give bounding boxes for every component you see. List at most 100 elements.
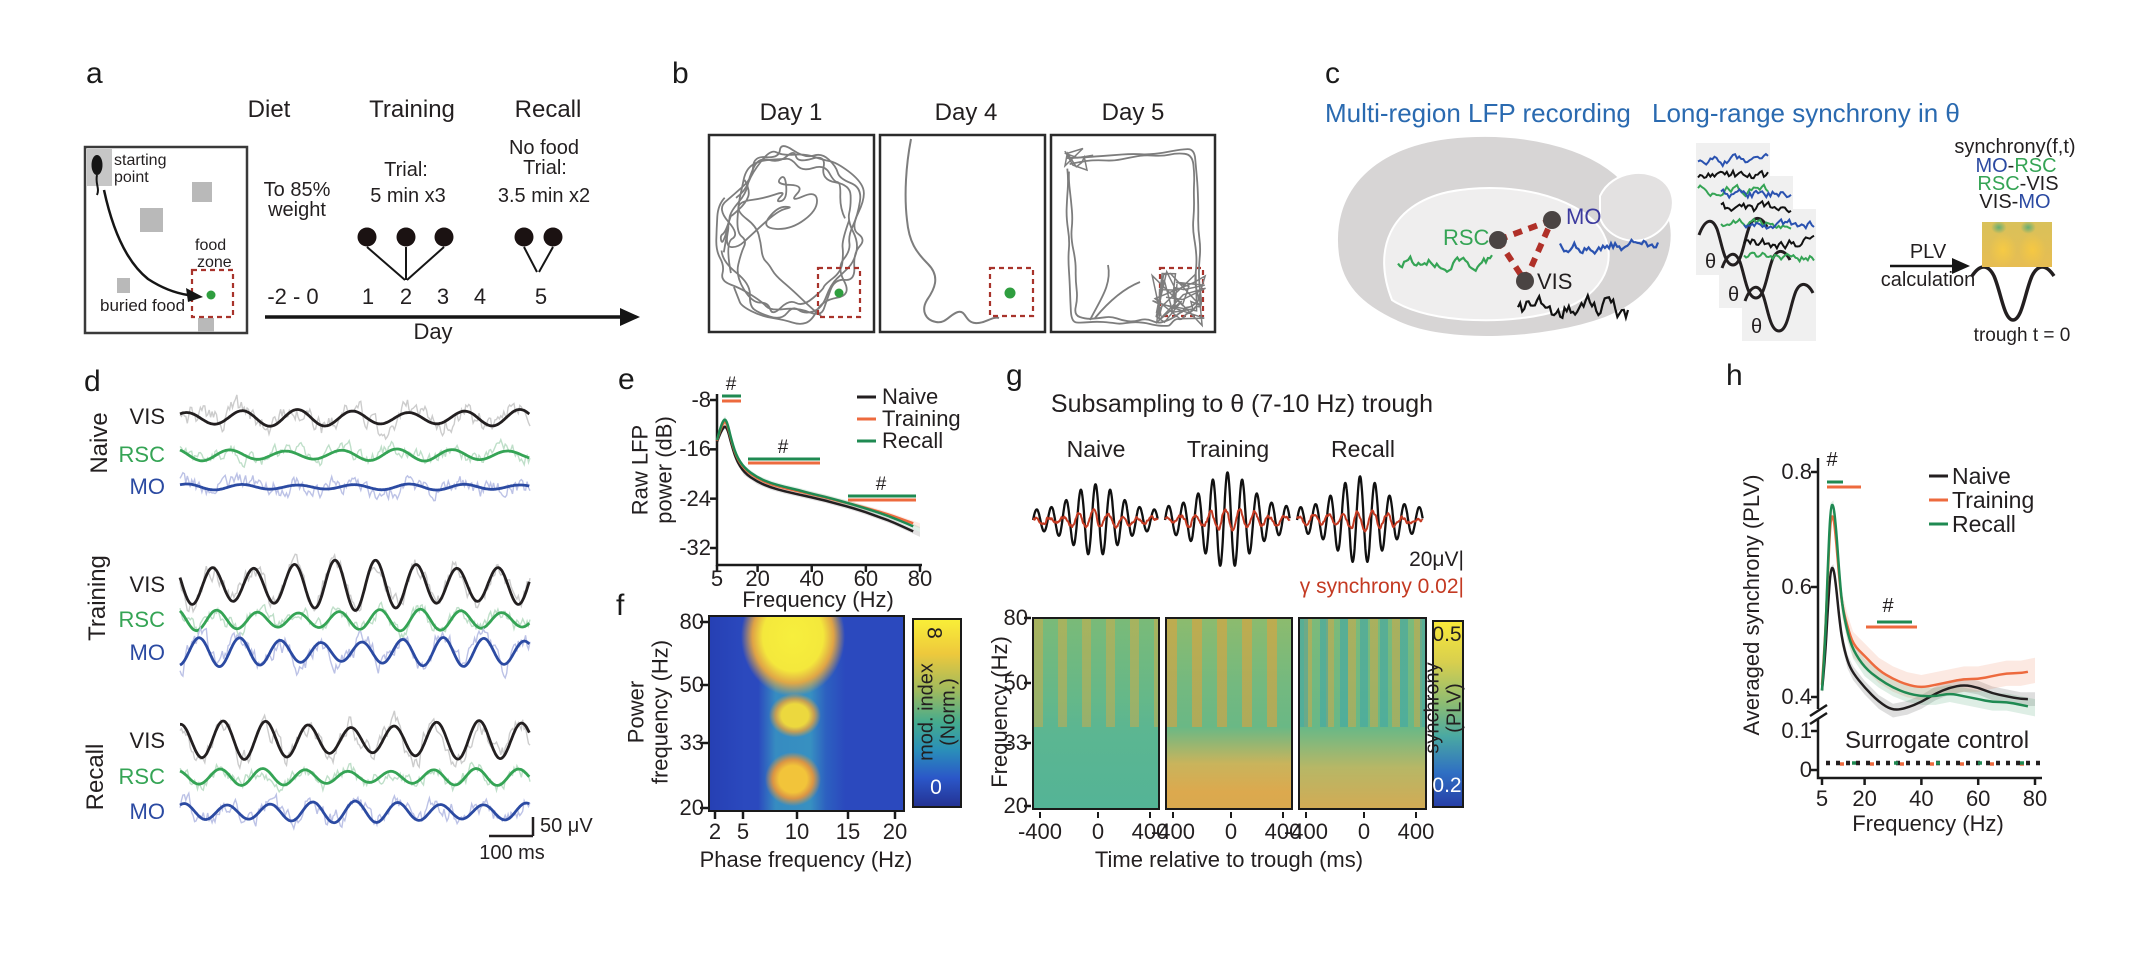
tick-label: 400 — [1264, 819, 1302, 844]
ch-rsc: RSC — [118, 607, 165, 632]
f-cbar-max: 8 — [922, 627, 946, 639]
tick-label: 40 — [799, 566, 824, 591]
g-xlabel: Time relative to trough (ms) — [1094, 847, 1364, 872]
panel-label-d: d — [84, 365, 101, 398]
day1-arena-box — [707, 133, 876, 334]
tick-label: -24 — [679, 485, 711, 511]
day-tick: 4 — [473, 284, 487, 309]
tick-label: 20 — [1852, 786, 1877, 811]
starting-point-label: starting — [114, 152, 167, 169]
e-xlabel: Frequency (Hz) — [742, 587, 894, 612]
day-tick: -2 - 0 — [267, 284, 319, 309]
tick-label: 50 — [1003, 670, 1028, 695]
tick-label: 0.4 — [1781, 684, 1812, 709]
day-tick: 5 — [534, 284, 548, 309]
day5-title: Day 5 — [1101, 99, 1165, 126]
mo-label: MO — [1566, 204, 1602, 229]
recall-note1: Trial: — [523, 157, 567, 179]
tick-label: 80 — [679, 609, 704, 634]
day-tick: 2 — [399, 284, 413, 309]
pair-rsc-vis: RSC-VIS — [1977, 173, 2059, 195]
pair-mo-rsc: MO-RSC — [1975, 155, 2057, 177]
electrode-link — [1522, 218, 1555, 283]
food-zone-dashed-box — [190, 268, 235, 319]
tick-label: 80 — [907, 566, 933, 591]
tick-label: 20 — [679, 795, 704, 820]
recall-note0: No food — [508, 137, 580, 159]
ch-vis: VIS — [129, 572, 165, 597]
g-cbar-max: 0.5 — [1432, 623, 1462, 646]
pac-colorbar — [912, 618, 962, 808]
e-ylabel: Raw LFP power (dB) — [627, 416, 676, 524]
day-axis-label: Day — [413, 319, 453, 344]
sig-hash: # — [1882, 595, 1894, 617]
trial-dot — [543, 227, 563, 247]
e-legend-training: Training — [882, 406, 961, 431]
diet-note2: weight — [268, 199, 326, 221]
food-zone-label2: zone — [197, 254, 232, 271]
tick-label: 20 — [745, 566, 770, 591]
tick-label: 80 — [2022, 786, 2048, 811]
mouse-icon — [91, 155, 103, 175]
trial-dot — [396, 227, 416, 247]
path-arrowhead-icon — [186, 288, 203, 302]
g-voltage-scale: 20μV| — [1409, 548, 1464, 571]
maze-obstacle — [192, 182, 212, 202]
tick-label: 60 — [1965, 786, 1991, 811]
trial-dot — [514, 227, 534, 247]
ch-vis: VIS — [129, 404, 165, 429]
trial-dot — [357, 227, 377, 247]
training-note2: 5 min x3 — [370, 185, 446, 207]
tick-label: 5 — [710, 566, 724, 591]
panel-label-h: h — [1726, 359, 1743, 392]
tick-label: 0 — [1091, 819, 1105, 844]
plv-arrowhead-icon — [1952, 258, 1970, 274]
tick-label: 400 — [1131, 819, 1169, 844]
g-col-recall: Recall — [1331, 436, 1395, 462]
sig-hash: # — [875, 474, 887, 495]
tick-label: 5 — [1815, 786, 1829, 811]
g-cbar-min: 0.2 — [1432, 774, 1462, 797]
tick-label: 33 — [679, 730, 704, 755]
maze-obstacle — [117, 278, 130, 293]
day5-arena-box — [1049, 133, 1217, 334]
starting-point-label2: point — [114, 169, 149, 186]
phase-diet: Diet — [247, 96, 291, 123]
sig-hash: # — [777, 437, 789, 458]
pair-vis-mo: VIS-MO — [1979, 191, 2051, 213]
h-axes-lower — [1816, 719, 2042, 780]
tick-label: 0 — [1224, 819, 1238, 844]
ch-mo: MO — [129, 474, 165, 499]
voltage-scale-label: 50 μV — [540, 815, 593, 837]
row-label-training: Training — [84, 555, 112, 641]
tick-label: 0.6 — [1781, 574, 1812, 599]
tick-label: 0 — [1799, 757, 1812, 782]
tick-label: 15 — [835, 819, 861, 844]
recall-note2: 3.5 min x2 — [497, 185, 591, 207]
theta-label: θ — [1728, 284, 1740, 306]
axis-break-icon — [1809, 703, 1828, 718]
f-cbar-min: 0 — [930, 776, 942, 799]
phase-training: Training — [369, 96, 455, 123]
row-label-recall: Recall — [82, 743, 110, 811]
rsc-label: RSC — [1443, 225, 1490, 250]
diet-note: To 85% — [263, 179, 331, 201]
tick-label: 33 — [1003, 730, 1028, 755]
ch-rsc: RSC — [118, 764, 165, 789]
mini-synchrony-heatmap — [1982, 222, 2052, 267]
plv-calculation-label: calculation — [1880, 269, 1976, 291]
day-tick: 1 — [361, 284, 375, 309]
synchrony-heatmap-naive — [1032, 617, 1160, 810]
food-zone-label: food — [195, 237, 227, 254]
ch-rsc: RSC — [118, 442, 165, 467]
panel-label-b: b — [672, 57, 689, 90]
synchrony-title: synchrony(f,t) — [1954, 136, 2076, 158]
tick-label: 5 — [736, 819, 750, 844]
h-legend-naive: Naive — [1952, 463, 2011, 489]
f-xlabel: Phase frequency (Hz) — [699, 847, 913, 872]
synchrony-heatmap-recall — [1298, 617, 1427, 810]
tick-label: 0.1 — [1781, 718, 1812, 743]
panel-label-f: f — [616, 589, 625, 622]
vis-label: VIS — [1537, 269, 1573, 294]
